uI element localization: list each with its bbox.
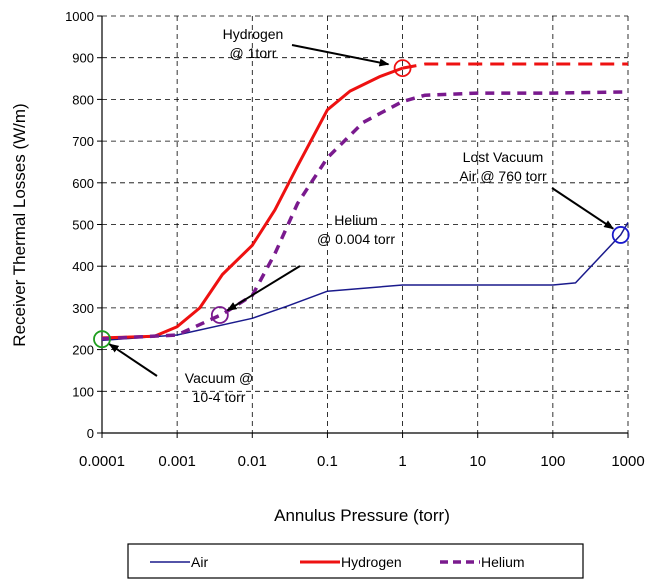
annotation-text: @ 0.004 torr — [317, 231, 395, 247]
x-tick-label: 0.001 — [158, 453, 196, 470]
annotation-arrow — [108, 343, 158, 377]
annotation-text: Air @ 760 torr — [459, 168, 547, 184]
y-tick-label: 400 — [72, 259, 94, 274]
legend: Air Hydrogen Helium — [127, 543, 584, 579]
y-tick-label: 0 — [87, 426, 94, 441]
y-tick-label: 600 — [72, 176, 94, 191]
annotation-text: Helium — [334, 212, 378, 228]
series-line-air — [101, 222, 629, 342]
highlight-circle — [611, 226, 630, 244]
x-tick-label: 1000 — [611, 453, 644, 470]
annotation-text: 10-4 torr — [193, 389, 246, 405]
annotation-arrow — [226, 265, 301, 312]
highlight-circle — [210, 306, 229, 324]
x-tick-label: 0.0001 — [79, 453, 125, 470]
legend-box — [127, 543, 584, 579]
x-tick-label: 0.1 — [317, 453, 338, 470]
y-tick-label: 100 — [72, 384, 94, 399]
series-lines — [101, 62, 629, 342]
y-tick-label: 300 — [72, 301, 94, 316]
annotation-arrow — [551, 187, 615, 230]
y-tick-label: 1000 — [65, 9, 94, 24]
highlight-circle — [93, 330, 111, 349]
series-line-hydrogen — [101, 66, 404, 340]
y-tick-label: 800 — [72, 92, 94, 107]
x-tick-label: 100 — [540, 453, 565, 470]
y-tick-label: 700 — [72, 134, 94, 149]
y-tick-label: 500 — [72, 218, 94, 233]
highlight-markers — [93, 59, 630, 349]
annotation-text: Vacuum @ — [185, 370, 253, 386]
legend-label-helium: Helium — [481, 554, 525, 570]
annotations: Hydrogen @ 1torr Helium @ 0.004 torr Lost Va… — [108, 26, 615, 405]
y-tick-label: 200 — [72, 343, 94, 358]
series-extension-hydrogen — [402, 62, 628, 70]
gridlines — [102, 15, 629, 433]
x-tick-label: 1 — [398, 453, 406, 470]
highlight-circle — [393, 59, 412, 78]
legend-label-hydrogen: Hydrogen — [341, 554, 402, 570]
x-axis-label: Annulus Pressure (torr) — [274, 506, 450, 525]
annotation-text: Hydrogen — [223, 26, 284, 42]
y-axis-label: Receiver Thermal Losses (W/m) — [10, 103, 29, 346]
series-line-helium — [101, 90, 629, 341]
x-tick-label: 0.01 — [238, 453, 267, 470]
x-tick-label: 10 — [469, 453, 486, 470]
annotation-text: @ 1torr — [230, 45, 277, 61]
annotation-text: Lost Vacuum — [463, 149, 544, 165]
axes: 0 100 200 300 400 500 600 700 800 900 1000 0.0001 0.… — [65, 9, 645, 470]
y-tick-label: 900 — [72, 51, 94, 66]
legend-label-air: Air — [191, 554, 208, 570]
annotation-arrow — [291, 44, 390, 67]
